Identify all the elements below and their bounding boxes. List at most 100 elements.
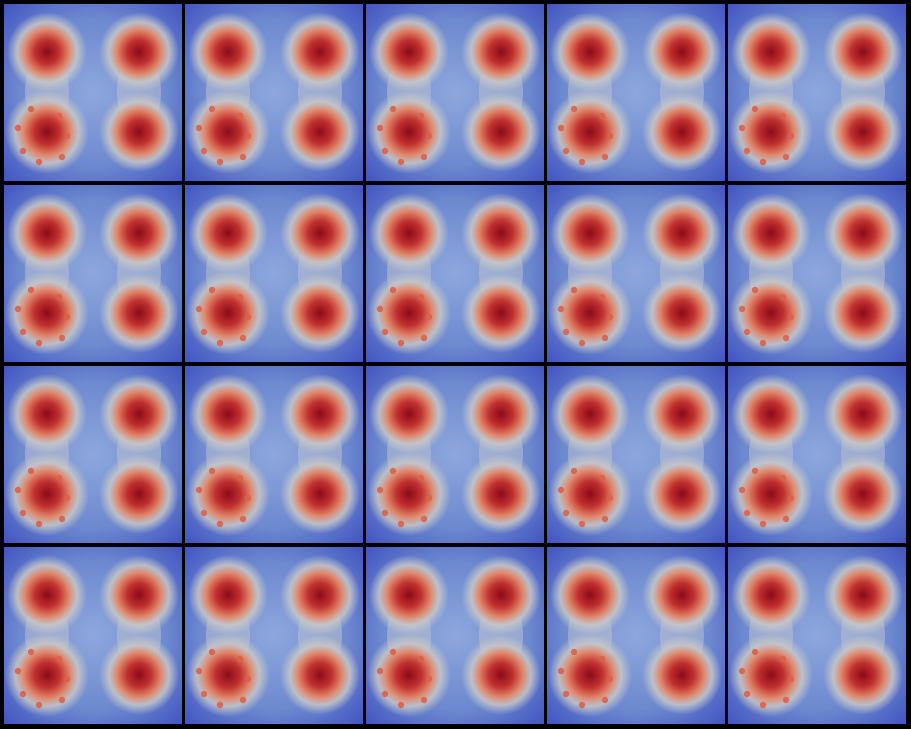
satellite-spot xyxy=(195,124,203,132)
satellite-spot xyxy=(743,690,751,698)
hot-spot xyxy=(823,193,903,273)
hot-spot xyxy=(99,273,179,353)
satellite-spot xyxy=(35,339,43,347)
satellite-spot xyxy=(376,486,384,494)
satellite-spot xyxy=(759,520,767,528)
satellite-spot xyxy=(782,696,790,704)
field-panel-18 xyxy=(366,547,544,724)
hot-spot xyxy=(548,271,632,355)
hot-spot xyxy=(731,12,811,92)
satellite-spot xyxy=(557,486,565,494)
hot-spot xyxy=(642,454,722,534)
hot-spot xyxy=(7,193,87,273)
satellite-spot xyxy=(779,293,787,301)
field-panel-3 xyxy=(366,4,544,181)
satellite-spot xyxy=(19,328,27,336)
satellite-spot xyxy=(606,494,614,502)
satellite-spot xyxy=(216,158,224,166)
satellite-spot xyxy=(216,701,224,709)
satellite-spot xyxy=(417,474,425,482)
satellite-spot xyxy=(55,655,63,663)
satellite-spot xyxy=(562,328,570,336)
hot-spot xyxy=(186,452,270,536)
satellite-spot xyxy=(557,667,565,675)
hot-spot xyxy=(280,193,360,273)
hot-spot xyxy=(369,555,449,635)
satellite-spot xyxy=(738,486,746,494)
field-plot xyxy=(728,4,906,181)
satellite-spot xyxy=(195,667,203,675)
hot-spot xyxy=(823,374,903,454)
satellite-spot xyxy=(601,334,609,342)
satellite-spot xyxy=(376,305,384,313)
satellite-spot xyxy=(759,701,767,709)
field-plot xyxy=(185,4,363,181)
field-plot xyxy=(185,185,363,362)
field-panel-15 xyxy=(728,366,906,543)
satellite-spot xyxy=(562,509,570,517)
field-panel-14 xyxy=(547,366,725,543)
hot-spot xyxy=(280,12,360,92)
satellite-spot xyxy=(239,334,247,342)
hot-spot xyxy=(99,374,179,454)
hot-spot xyxy=(7,374,87,454)
hot-spot xyxy=(823,454,903,534)
satellite-spot xyxy=(381,328,389,336)
hot-spot xyxy=(99,635,179,715)
satellite-spot xyxy=(27,286,35,294)
field-plot xyxy=(547,4,725,181)
satellite-spot xyxy=(381,690,389,698)
satellite-spot xyxy=(397,158,405,166)
hot-spot xyxy=(461,193,541,273)
field-plot xyxy=(4,185,182,362)
satellite-spot xyxy=(743,509,751,517)
hot-spot xyxy=(280,635,360,715)
satellite-spot xyxy=(19,509,27,517)
satellite-spot xyxy=(397,520,405,528)
satellite-spot xyxy=(200,690,208,698)
satellite-spot xyxy=(63,494,71,502)
hot-spot xyxy=(367,452,451,536)
satellite-spot xyxy=(27,467,35,475)
satellite-spot xyxy=(200,328,208,336)
field-panel-16 xyxy=(4,547,182,724)
satellite-spot xyxy=(200,509,208,517)
satellite-spot xyxy=(759,339,767,347)
satellite-spot xyxy=(14,305,22,313)
hot-spot xyxy=(729,271,813,355)
field-panel-13 xyxy=(366,366,544,543)
satellite-spot xyxy=(557,124,565,132)
satellite-spot xyxy=(58,153,66,161)
satellite-spot xyxy=(14,486,22,494)
hot-spot xyxy=(731,374,811,454)
satellite-spot xyxy=(389,648,397,656)
hot-spot xyxy=(186,271,270,355)
satellite-spot xyxy=(751,286,759,294)
satellite-spot xyxy=(417,112,425,120)
satellite-spot xyxy=(19,147,27,155)
hot-spot xyxy=(188,12,268,92)
satellite-spot xyxy=(35,701,43,709)
hot-spot xyxy=(550,12,630,92)
satellite-spot xyxy=(63,132,71,140)
hot-spot xyxy=(99,12,179,92)
satellite-spot xyxy=(787,675,795,683)
satellite-spot xyxy=(578,339,586,347)
field-plot xyxy=(547,547,725,724)
hot-spot xyxy=(823,555,903,635)
hot-spot xyxy=(550,193,630,273)
hot-spot xyxy=(99,92,179,172)
satellite-spot xyxy=(216,520,224,528)
field-plot xyxy=(547,366,725,543)
hot-spot xyxy=(5,271,89,355)
satellite-spot xyxy=(58,334,66,342)
satellite-spot xyxy=(389,467,397,475)
satellite-spot xyxy=(738,667,746,675)
hot-spot xyxy=(188,374,268,454)
satellite-spot xyxy=(381,509,389,517)
satellite-spot xyxy=(598,293,606,301)
satellite-spot xyxy=(562,147,570,155)
satellite-spot xyxy=(63,313,71,321)
satellite-spot xyxy=(239,515,247,523)
hot-spot xyxy=(642,273,722,353)
